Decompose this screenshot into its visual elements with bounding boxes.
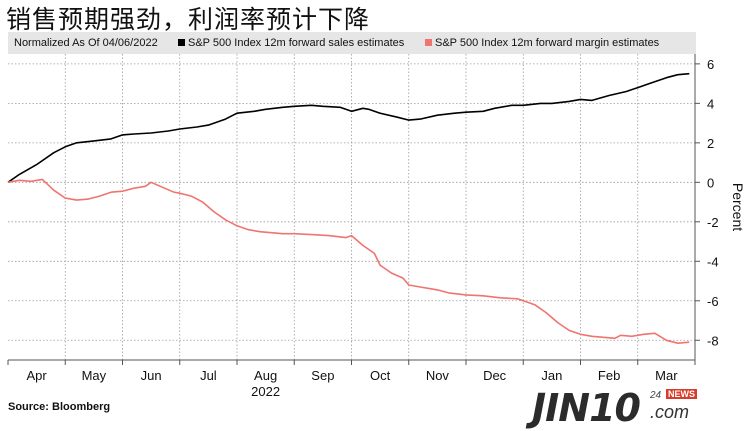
legend-item-margin: S&P 500 Index 12m forward margin estimat… xyxy=(425,37,659,49)
series-line-sales xyxy=(7,72,690,183)
x-year-label: 2022 xyxy=(251,384,280,399)
y-tick-label: 4 xyxy=(707,96,714,111)
y-tick-label: -8 xyxy=(707,333,719,348)
legend-swatch-sales xyxy=(178,39,185,46)
legend-note: Normalized As Of 04/06/2022 xyxy=(14,37,158,49)
jin10-logo: JIN10 24 NEWS .com xyxy=(532,386,742,430)
logo-domain: .com xyxy=(650,402,690,422)
y-axis-label: Percent xyxy=(730,183,746,231)
x-tick-label: Apr xyxy=(27,368,48,383)
x-tick-label: Jan xyxy=(541,368,562,383)
legend-bar: Normalized As Of 04/06/2022 S&P 500 Inde… xyxy=(8,32,696,54)
x-tick-label: Feb xyxy=(598,368,620,383)
x-tick-label: Sep xyxy=(311,368,334,383)
y-tick-label: -2 xyxy=(707,215,719,230)
y-tick-label: 2 xyxy=(707,136,714,151)
y-tick-label: -6 xyxy=(707,294,719,309)
y-tick-label: 6 xyxy=(707,57,714,72)
page-title: 销售预期强劲，利润率预计下降 xyxy=(6,5,371,34)
logo-text: JIN10 xyxy=(532,386,641,430)
y-tick-label: 0 xyxy=(707,175,714,190)
legend-item-sales: S&P 500 Index 12m forward sales estimate… xyxy=(178,37,404,49)
source-note: Source: Bloomberg xyxy=(8,401,111,413)
x-tick-label: Oct xyxy=(370,368,391,383)
x-tick-label: May xyxy=(82,368,107,383)
y-tick-label: -4 xyxy=(707,254,719,269)
x-tick-label: Mar xyxy=(655,368,678,383)
x-tick-label: Nov xyxy=(426,368,450,383)
x-tick-label: Jul xyxy=(200,368,217,383)
logo-news-badge: NEWS xyxy=(666,389,697,399)
legend-label-sales: S&P 500 Index 12m forward sales estimate… xyxy=(188,37,405,49)
logo-number: 24 xyxy=(650,390,662,401)
x-tick-label: Jun xyxy=(141,368,162,383)
x-tick-label: Aug xyxy=(254,368,277,383)
legend-swatch-margin xyxy=(425,39,432,46)
legend-label-margin: S&P 500 Index 12m forward margin estimat… xyxy=(435,37,660,49)
x-tick-label: Dec xyxy=(483,368,507,383)
series-line-margin xyxy=(7,178,690,345)
